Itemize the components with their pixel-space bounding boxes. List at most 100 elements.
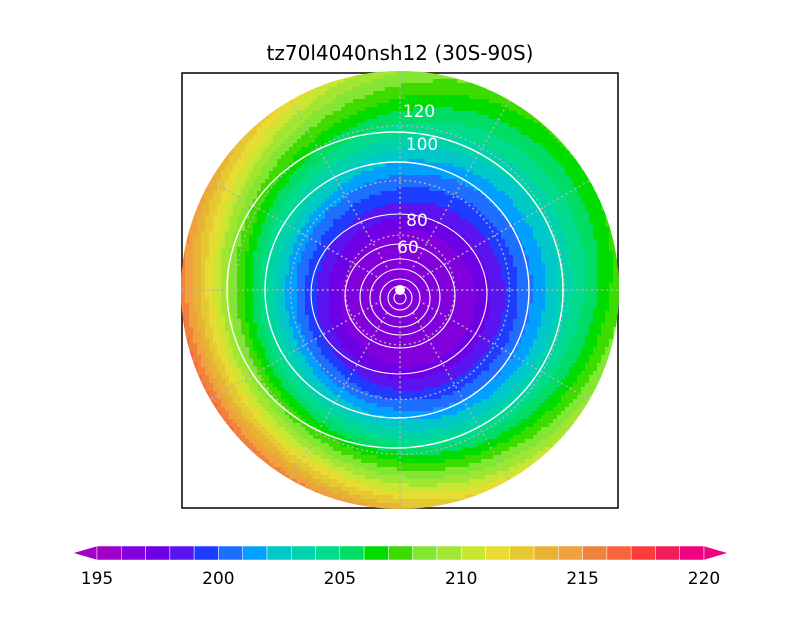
field-cell <box>513 139 518 144</box>
field-cell <box>501 155 506 160</box>
field-cell <box>333 115 338 120</box>
field-cell <box>561 255 566 260</box>
field-cell <box>357 147 362 152</box>
field-cell <box>385 247 390 252</box>
field-cell <box>461 287 466 292</box>
field-cell <box>577 223 582 228</box>
field-cell <box>341 227 346 232</box>
field-cell <box>557 283 562 288</box>
field-cell <box>425 291 430 296</box>
field-cell <box>241 231 246 236</box>
field-cell <box>461 231 466 236</box>
field-cell <box>233 267 238 272</box>
field-cell <box>361 211 366 216</box>
field-cell <box>237 223 242 228</box>
field-cell <box>317 279 322 284</box>
field-cell <box>413 143 418 148</box>
field-cell <box>473 195 478 200</box>
field-cell <box>505 123 510 128</box>
field-cell <box>425 95 430 100</box>
field-cell <box>353 219 358 224</box>
field-cell <box>205 227 210 232</box>
field-cell <box>265 247 270 252</box>
field-cell <box>445 199 450 204</box>
field-cell <box>593 239 598 244</box>
field-cell <box>333 207 338 212</box>
field-cell <box>573 239 578 244</box>
field-cell <box>325 215 330 220</box>
field-cell <box>477 87 482 92</box>
field-cell <box>317 231 322 236</box>
field-cell <box>457 263 462 268</box>
field-cell <box>589 247 594 252</box>
field-cell <box>349 103 354 108</box>
field-cell <box>569 283 574 288</box>
field-cell <box>385 223 390 228</box>
field-cell <box>337 103 342 108</box>
field-cell <box>513 291 518 296</box>
field-cell <box>461 179 466 184</box>
field-cell <box>597 291 602 296</box>
field-cell <box>565 235 570 240</box>
field-cell <box>345 243 350 248</box>
field-cell <box>317 139 322 144</box>
field-cell <box>229 263 234 268</box>
field-cell <box>221 187 226 192</box>
field-cell <box>505 239 510 244</box>
field-cell <box>425 159 430 164</box>
field-cell <box>293 199 298 204</box>
field-cell <box>361 79 366 84</box>
field-cell <box>289 195 294 200</box>
field-cell <box>253 247 258 252</box>
field-cell <box>497 171 502 176</box>
field-cell <box>485 147 490 152</box>
field-cell <box>549 163 554 168</box>
field-cell <box>317 83 322 88</box>
field-cell <box>281 251 286 256</box>
field-cell <box>317 131 322 136</box>
field-cell <box>557 147 562 152</box>
field-cell <box>353 103 358 108</box>
field-cell <box>385 203 390 208</box>
field-cell <box>237 215 242 220</box>
field-cell <box>365 83 370 88</box>
field-cell <box>289 227 294 232</box>
field-cell <box>233 159 238 164</box>
field-cell <box>345 167 350 172</box>
field-cell <box>413 95 418 100</box>
field-cell <box>385 271 390 276</box>
field-cell <box>325 163 330 168</box>
field-cell <box>409 107 414 112</box>
field-cell <box>465 175 470 180</box>
field-cell <box>485 103 490 108</box>
field-cell <box>417 103 422 108</box>
field-cell <box>377 203 382 208</box>
field-cell <box>497 155 502 160</box>
field-cell <box>557 199 562 204</box>
field-cell <box>217 239 222 244</box>
field-cell <box>205 215 210 220</box>
field-cell <box>341 175 346 180</box>
field-cell <box>389 207 394 212</box>
field-cell <box>261 119 266 124</box>
field-cell <box>409 283 414 288</box>
field-cell <box>341 127 346 132</box>
field-cell <box>533 211 538 216</box>
field-cell <box>557 219 562 224</box>
field-cell <box>489 179 494 184</box>
field-cell <box>465 251 470 256</box>
field-cell <box>377 71 382 76</box>
field-cell <box>225 227 230 232</box>
field-cell <box>333 143 338 148</box>
field-cell <box>345 79 350 84</box>
field-cell <box>473 131 478 136</box>
field-cell <box>317 151 322 156</box>
field-cell <box>329 259 334 264</box>
field-cell <box>517 147 522 152</box>
field-cell <box>213 283 218 288</box>
field-cell <box>325 95 330 100</box>
field-cell <box>341 275 346 280</box>
field-cell <box>561 179 566 184</box>
field-cell <box>261 147 266 152</box>
field-cell <box>281 107 286 112</box>
